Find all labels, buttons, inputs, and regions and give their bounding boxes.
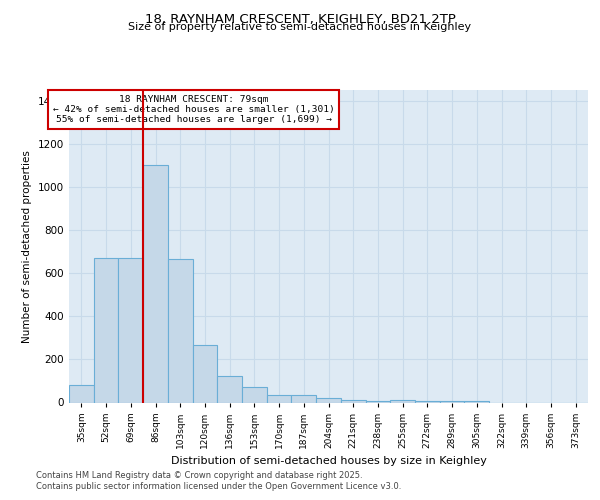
Y-axis label: Number of semi-detached properties: Number of semi-detached properties [22,150,32,342]
Bar [193,346,217,403]
Bar [143,166,168,402]
Bar [118,258,143,402]
Bar [168,259,193,402]
Bar [316,398,341,402]
Bar [94,258,118,402]
Bar [242,388,267,402]
X-axis label: Distribution of semi-detached houses by size in Keighley: Distribution of semi-detached houses by … [170,456,487,466]
Text: Contains public sector information licensed under the Open Government Licence v3: Contains public sector information licen… [36,482,401,491]
Text: Size of property relative to semi-detached houses in Keighley: Size of property relative to semi-detach… [128,22,472,32]
Bar [341,400,365,402]
Text: 18 RAYNHAM CRESCENT: 79sqm
← 42% of semi-detached houses are smaller (1,301)
55%: 18 RAYNHAM CRESCENT: 79sqm ← 42% of semi… [53,94,334,124]
Bar [267,395,292,402]
Bar [292,395,316,402]
Bar [69,386,94,402]
Bar [217,376,242,402]
Text: 18, RAYNHAM CRESCENT, KEIGHLEY, BD21 2TP: 18, RAYNHAM CRESCENT, KEIGHLEY, BD21 2TP [145,12,455,26]
Bar [390,400,415,402]
Text: Contains HM Land Registry data © Crown copyright and database right 2025.: Contains HM Land Registry data © Crown c… [36,471,362,480]
